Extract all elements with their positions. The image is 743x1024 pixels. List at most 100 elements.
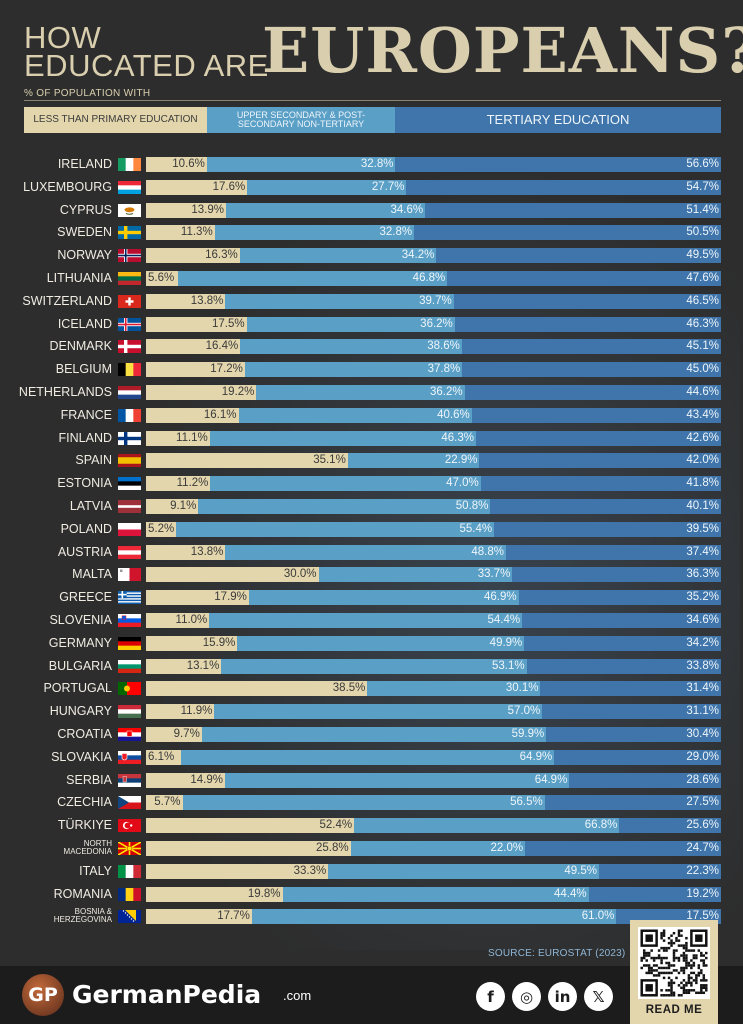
- segment-secondary: 36.2%: [246, 316, 455, 332]
- flag-at-icon: [118, 545, 141, 559]
- flag-pl-icon: [118, 522, 141, 536]
- segment-secondary: 22.0%: [350, 841, 526, 856]
- value-label: 53.1%: [491, 659, 525, 672]
- segment-secondary: 53.1%: [221, 658, 527, 674]
- value-label: 11.0%: [175, 614, 208, 626]
- qr-code-icon: [638, 927, 710, 999]
- value-label: 39.5%: [686, 522, 719, 535]
- flag-fr-icon: [118, 408, 141, 422]
- segment-secondary: 27.7%: [247, 179, 407, 195]
- value-label: 22.3%: [686, 864, 719, 877]
- brand-name[interactable]: GermanPedia: [72, 980, 262, 1009]
- chart-row: SLOVENIA 11.0% 54.4% 34.6%: [0, 612, 743, 632]
- segment-tertiary: 51.4%: [425, 202, 721, 218]
- segment-primary: 25.8%: [146, 841, 351, 856]
- segment-primary: 5.6%: [146, 271, 179, 286]
- segment-secondary: 30.1%: [367, 681, 541, 697]
- segment-secondary: 49.5%: [328, 863, 599, 879]
- value-label: 64.9%: [534, 773, 568, 786]
- segment-secondary: 40.6%: [238, 407, 472, 423]
- read-me-qr[interactable]: READ ME: [630, 920, 718, 1024]
- segment-tertiary: 44.6%: [464, 385, 721, 400]
- country-label: SWITZERLAND: [22, 293, 112, 308]
- value-label: 28.6%: [686, 773, 719, 786]
- instagram-icon[interactable]: ◎: [512, 982, 541, 1011]
- value-label: 31.1%: [686, 705, 719, 718]
- stacked-bar: 11.0% 54.4% 34.6%: [146, 613, 721, 628]
- stacked-bar: 25.8% 22.0% 24.7%: [146, 841, 721, 856]
- country-label: PORTUGAL: [43, 681, 112, 696]
- country-label: ESTONIA: [57, 476, 112, 491]
- country-label: ITALY: [79, 863, 112, 878]
- country-label: MALTA: [72, 567, 112, 582]
- segment-primary: 19.2%: [146, 385, 257, 400]
- segment-secondary: 57.0%: [214, 704, 543, 720]
- segment-tertiary: 54.7%: [406, 179, 721, 195]
- value-label: 17.9%: [214, 591, 247, 604]
- linkedin-icon[interactable]: in: [548, 982, 577, 1011]
- segment-primary: 6.1%: [146, 749, 182, 765]
- chart-row: FINLAND 11.1% 46.3% 42.6%: [0, 430, 743, 450]
- value-label: 49.5%: [686, 249, 719, 262]
- chart-row: ROMANIA 19.8% 44.4% 19.2%: [0, 886, 743, 906]
- chart-row: CZECHIA 5.7% 56.5% 27.5%: [0, 794, 743, 814]
- flag-ba-icon: [118, 910, 141, 924]
- x-icon[interactable]: 𝕏: [584, 982, 613, 1011]
- segment-secondary: 46.3%: [209, 430, 476, 446]
- flag-bg-icon: [118, 659, 141, 673]
- value-label: 47.6%: [686, 272, 719, 284]
- value-label: 36.3%: [686, 568, 719, 581]
- stacked-bar: 35.1% 22.9% 42.0%: [146, 453, 721, 469]
- value-label: 56.5%: [510, 796, 543, 809]
- stacked-bar: 17.6% 27.7% 54.7%: [146, 179, 721, 195]
- value-label: 51.4%: [686, 203, 719, 216]
- country-label: ROMANIA: [53, 886, 112, 901]
- value-label: 22.0%: [490, 842, 524, 854]
- facebook-icon[interactable]: f: [476, 982, 505, 1011]
- stacked-bar: 11.3% 32.8% 50.5%: [146, 225, 721, 241]
- flag-lv-icon: [118, 500, 141, 513]
- country-label: SERBIA: [66, 772, 112, 787]
- segment-primary: 16.1%: [146, 407, 239, 423]
- value-label: 11.9%: [180, 705, 213, 718]
- value-label: 10.6%: [172, 158, 205, 170]
- flag-ro-icon: [118, 887, 141, 901]
- stacked-bar: 19.2% 36.2% 44.6%: [146, 385, 721, 400]
- stacked-bar: 9.1% 50.8% 40.1%: [146, 499, 721, 514]
- country-label: LUXEMBOURG: [23, 179, 112, 194]
- segment-primary: 11.1%: [146, 430, 210, 446]
- segment-primary: 17.6%: [146, 179, 248, 195]
- segment-tertiary: 31.1%: [542, 704, 721, 720]
- value-label: 34.2%: [686, 636, 719, 649]
- value-label: 33.7%: [477, 568, 511, 581]
- value-label: 34.6%: [390, 203, 424, 216]
- stacked-bar: 5.2% 55.4% 39.5%: [146, 521, 721, 537]
- chart-row: POLAND 5.2% 55.4% 39.5%: [0, 521, 743, 541]
- value-label: 49.5%: [564, 864, 597, 877]
- value-label: 66.8%: [584, 819, 618, 832]
- value-label: 16.3%: [205, 249, 238, 262]
- stacked-bar: 19.8% 44.4% 19.2%: [146, 886, 721, 902]
- country-label: POLAND: [60, 521, 112, 536]
- title-line-1: HOW: [24, 20, 102, 55]
- flag-de-icon: [118, 636, 141, 650]
- chart-row: MALTA 30.0% 33.7% 36.3%: [0, 566, 743, 586]
- stacked-bar: 5.7% 56.5% 27.5%: [146, 795, 721, 811]
- flag-dk-icon: [118, 340, 141, 354]
- segment-secondary: 64.9%: [181, 749, 555, 765]
- segment-tertiary: 28.6%: [569, 772, 721, 788]
- flag-cy-icon: [118, 203, 141, 217]
- segment-primary: 11.3%: [146, 225, 215, 241]
- segment-secondary: 46.9%: [248, 590, 519, 606]
- segment-tertiary: 22.3%: [598, 863, 721, 879]
- country-label: SWEDEN: [57, 225, 112, 240]
- value-label: 44.6%: [686, 386, 719, 398]
- stacked-bar: 16.4% 38.6% 45.1%: [146, 339, 721, 355]
- flag-tr-icon: [118, 819, 141, 833]
- value-label: 54.7%: [686, 180, 719, 193]
- segment-tertiary: 50.5%: [414, 225, 721, 241]
- stacked-bar: 9.7% 59.9% 30.4%: [146, 727, 721, 742]
- value-label: 17.2%: [210, 363, 243, 376]
- brand-logo[interactable]: GP: [22, 974, 64, 1016]
